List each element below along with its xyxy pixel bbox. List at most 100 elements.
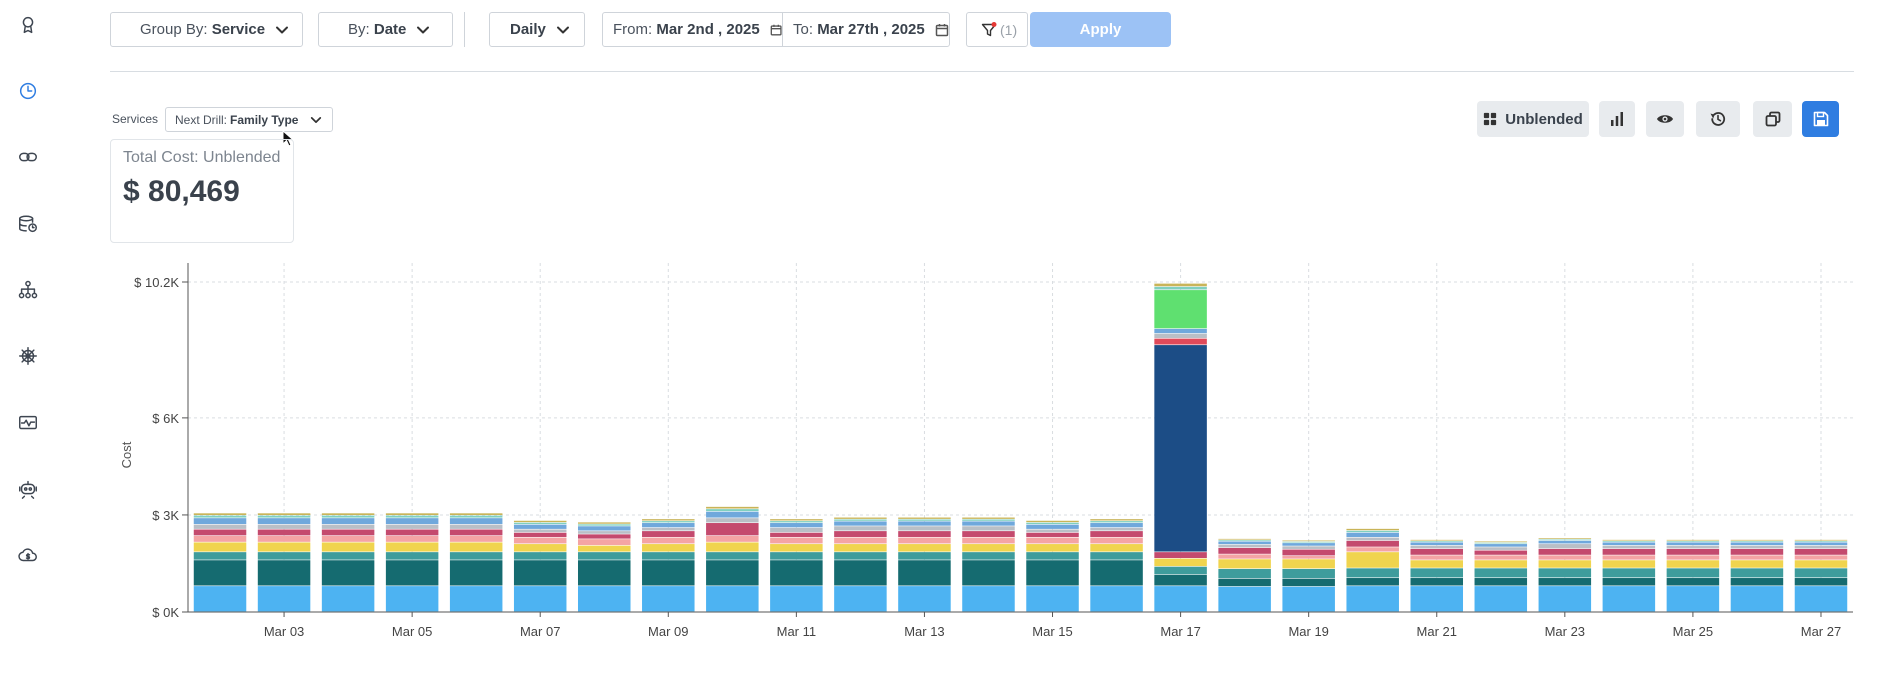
bar-segment — [1090, 531, 1143, 537]
bar-stack — [385, 513, 439, 612]
by-date-dropdown[interactable]: By: Date — [318, 12, 453, 47]
toolbar-divider — [464, 12, 465, 47]
bar-segment — [898, 537, 951, 544]
clock-icon[interactable] — [14, 77, 42, 105]
bar-segment — [1538, 560, 1592, 568]
save-button[interactable] — [1802, 101, 1839, 137]
bar-segment — [1730, 548, 1784, 555]
to-date-picker[interactable]: To: Mar 27th , 2025 — [782, 12, 950, 47]
next-drill-prefix: Next Drill: — [175, 112, 228, 127]
bar-segment — [1218, 540, 1271, 541]
bar-segment — [642, 586, 695, 612]
bar-segment — [1026, 537, 1079, 544]
next-drill-dropdown[interactable]: Next Drill: Family Type — [165, 107, 334, 132]
bar-segment — [1218, 538, 1271, 540]
view-button[interactable] — [1646, 101, 1684, 137]
bar-segment — [1730, 578, 1784, 586]
bar-segment — [1154, 328, 1207, 334]
x-tick-label: Mar 09 — [648, 624, 688, 639]
bar-segment — [1410, 545, 1464, 549]
bar-stack — [1410, 539, 1464, 612]
database-clock-icon[interactable] — [14, 210, 42, 238]
bar-segment — [1602, 541, 1656, 542]
bar-segment — [1026, 529, 1079, 533]
link-icon[interactable] — [14, 143, 42, 171]
bar-segment — [1602, 548, 1656, 555]
cloud-dollar-icon[interactable] — [14, 541, 42, 569]
bar-segment — [385, 542, 439, 552]
bar-segment — [385, 586, 439, 612]
chart-type-button[interactable] — [1599, 101, 1635, 137]
bar-segment — [257, 515, 311, 518]
bar-segment — [834, 537, 887, 544]
x-tick-label: Mar 13 — [904, 624, 944, 639]
apply-button[interactable]: Apply — [1030, 12, 1171, 47]
bar-segment — [193, 586, 247, 612]
bar-segment — [834, 519, 887, 521]
bar-segment — [449, 524, 503, 529]
bar-segment — [193, 513, 247, 515]
bar-segment — [577, 526, 631, 531]
bar-segment — [257, 560, 311, 586]
bar-segment — [1538, 539, 1592, 541]
bar-stack — [1346, 528, 1399, 612]
grid-icon — [1484, 112, 1497, 126]
bar-segment — [577, 552, 631, 560]
bar-segment — [1218, 586, 1271, 612]
bar-segment — [898, 544, 951, 552]
bar-segment — [962, 552, 1015, 560]
bar-segment — [962, 531, 1015, 537]
bar-segment — [513, 544, 567, 552]
reset-button[interactable] — [1696, 101, 1740, 137]
badge-icon[interactable] — [14, 11, 42, 39]
bar-segment — [513, 560, 567, 586]
bar-segment — [1474, 544, 1528, 547]
chevron-down-icon — [417, 26, 430, 33]
bar-segment — [770, 586, 823, 612]
duplicate-button[interactable] — [1753, 101, 1792, 137]
monitor-pulse-icon[interactable] — [14, 409, 42, 437]
bar-segment — [257, 535, 311, 542]
bar-stack — [257, 513, 311, 612]
bar-segment — [1346, 530, 1399, 533]
bar-segment — [770, 544, 823, 552]
granularity-dropdown[interactable]: Daily — [489, 12, 585, 47]
bar-segment — [193, 560, 247, 586]
bar-segment — [193, 542, 247, 552]
bar-segment — [898, 521, 951, 526]
bar-segment — [577, 534, 631, 539]
filter-button[interactable]: (1) — [966, 12, 1028, 47]
bar-segment — [770, 523, 823, 528]
bar-segment — [834, 526, 887, 531]
bar-segment — [1090, 521, 1143, 523]
bar-segment — [642, 537, 695, 544]
bar-segment — [1282, 578, 1335, 587]
bar-segment — [1346, 547, 1399, 552]
chevron-down-icon — [556, 26, 569, 33]
bar-segment — [1218, 578, 1271, 587]
bar-segment — [770, 527, 823, 533]
bar-segment — [1154, 345, 1207, 552]
bar-segment — [1794, 578, 1848, 586]
group-by-value: Service — [211, 21, 266, 38]
total-cost-card: Total Cost: Unblended $ 80,469 — [110, 139, 294, 243]
bar-segment — [834, 517, 887, 519]
bar-segment — [1666, 545, 1720, 549]
from-date-picker[interactable]: From: Mar 2nd , 2025 — [602, 12, 783, 47]
robot-icon[interactable] — [14, 475, 42, 503]
bar-segment — [1346, 528, 1399, 531]
breadcrumb-services[interactable]: Services — [112, 112, 159, 126]
group-by-dropdown[interactable]: Group By: Service — [110, 12, 303, 47]
bar-segment — [770, 532, 823, 537]
by-value: Date — [373, 21, 407, 38]
bar-stack — [1730, 539, 1784, 612]
bar-segment — [577, 545, 631, 552]
bar-stack — [770, 519, 823, 612]
bar-segment — [1538, 538, 1592, 539]
hierarchy-icon[interactable] — [14, 276, 42, 304]
cost-type-button[interactable]: Unblended — [1477, 101, 1589, 137]
bar-segment — [642, 544, 695, 552]
bar-segment — [449, 586, 503, 612]
helm-icon[interactable] — [14, 342, 42, 370]
bar-segment — [385, 513, 439, 515]
